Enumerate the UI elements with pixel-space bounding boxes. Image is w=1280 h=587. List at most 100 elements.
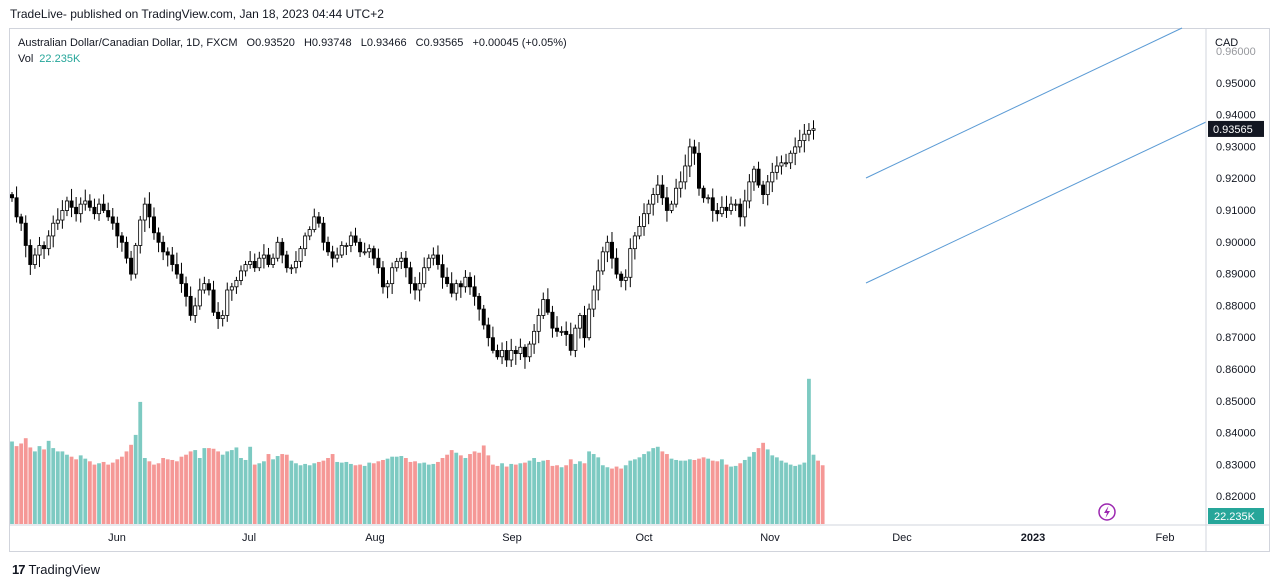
volume-bar (234, 447, 239, 524)
candle-body (445, 276, 450, 285)
candle (206, 279, 211, 296)
candle (284, 250, 289, 273)
candle (541, 292, 546, 320)
candle-body (472, 286, 477, 297)
volume-bar (33, 451, 37, 524)
channel-upper-line[interactable] (865, 27, 1183, 179)
candle (518, 338, 523, 360)
volume-bar (97, 463, 101, 524)
candle (532, 324, 537, 354)
volume-bar (28, 447, 33, 524)
low-value: 0.93466 (366, 37, 407, 49)
volume-bar (545, 459, 550, 524)
candle-body (110, 216, 115, 224)
candle-body (124, 241, 129, 259)
candle-body (55, 219, 60, 224)
candle (435, 245, 440, 270)
candle-body (60, 210, 65, 221)
candle-body (577, 315, 582, 329)
candle-body (344, 245, 349, 247)
candle-body (394, 260, 399, 269)
candle-body (147, 203, 152, 218)
candle-body (536, 315, 541, 332)
volume-bar (335, 461, 340, 524)
candle (806, 123, 811, 142)
volume-bars (10, 378, 825, 524)
candle-body (513, 350, 518, 355)
volume-bar (184, 454, 188, 524)
volume-bar (120, 456, 124, 524)
candle-body (669, 203, 674, 211)
candle (225, 282, 230, 322)
candle (37, 236, 42, 268)
candle (674, 178, 679, 208)
candle (280, 238, 285, 264)
volume-bar (761, 442, 766, 524)
candle-body (614, 257, 619, 275)
candle (582, 305, 587, 348)
price-tick-label: 0.86000 (1216, 364, 1256, 376)
volume-bar (697, 458, 701, 524)
candle (51, 215, 56, 248)
candle-body (609, 241, 614, 259)
volume-bar (385, 458, 390, 524)
candle-body (687, 146, 692, 167)
candle (115, 216, 120, 248)
candle (664, 186, 669, 222)
trend-channel[interactable] (865, 27, 1207, 284)
last-price-label: 0.93565 (1213, 124, 1253, 136)
volume-bar (660, 451, 665, 524)
channel-lower-line[interactable] (865, 121, 1207, 284)
volume-bar (394, 456, 399, 524)
tradingview-logo[interactable]: 17 TradingView (12, 562, 100, 577)
volume-bar (491, 464, 495, 524)
volume-bar (303, 463, 308, 524)
volume-bar (733, 465, 738, 524)
time-axis[interactable]: Jun Jul Aug Sep Oct Nov Dec 2023 Feb (10, 524, 1269, 544)
candle-body (596, 270, 601, 291)
candle-body (784, 162, 789, 165)
candle-body (229, 286, 234, 291)
candle (19, 213, 24, 231)
candle-body (330, 251, 335, 259)
candle-body (683, 165, 688, 183)
candle-body (376, 257, 381, 269)
candle (358, 238, 363, 258)
candle-body (133, 245, 138, 275)
candle (715, 202, 720, 222)
candle-body (715, 210, 720, 215)
candle (756, 161, 761, 188)
volume-bar (816, 460, 820, 524)
candle-body (564, 330, 569, 335)
last-volume-tag (1208, 508, 1264, 524)
candle (376, 248, 381, 274)
volume-bar (742, 459, 747, 524)
time-tick-label: Aug (365, 532, 385, 544)
candle-body (486, 324, 491, 339)
candle-body (390, 267, 395, 285)
volume-bar (262, 461, 266, 524)
candle-body (742, 200, 747, 218)
candle-body (710, 197, 715, 211)
candle-body (646, 203, 651, 215)
lightning-icon[interactable] (1098, 503, 1116, 521)
volume-bar (568, 459, 573, 524)
candle (110, 208, 115, 230)
volume-bar (784, 462, 788, 524)
candle-body (477, 295, 482, 310)
candle (133, 242, 138, 279)
candle-body (582, 315, 587, 339)
candle (555, 316, 560, 337)
volume-bar (550, 465, 555, 524)
candle (500, 342, 505, 365)
candle-body (280, 241, 285, 256)
candle (642, 203, 647, 236)
candle (266, 247, 271, 268)
candle-body (678, 181, 683, 189)
volume-bar (578, 461, 582, 524)
candle-body (802, 133, 807, 141)
candle-body (179, 273, 184, 285)
candle (619, 271, 624, 288)
